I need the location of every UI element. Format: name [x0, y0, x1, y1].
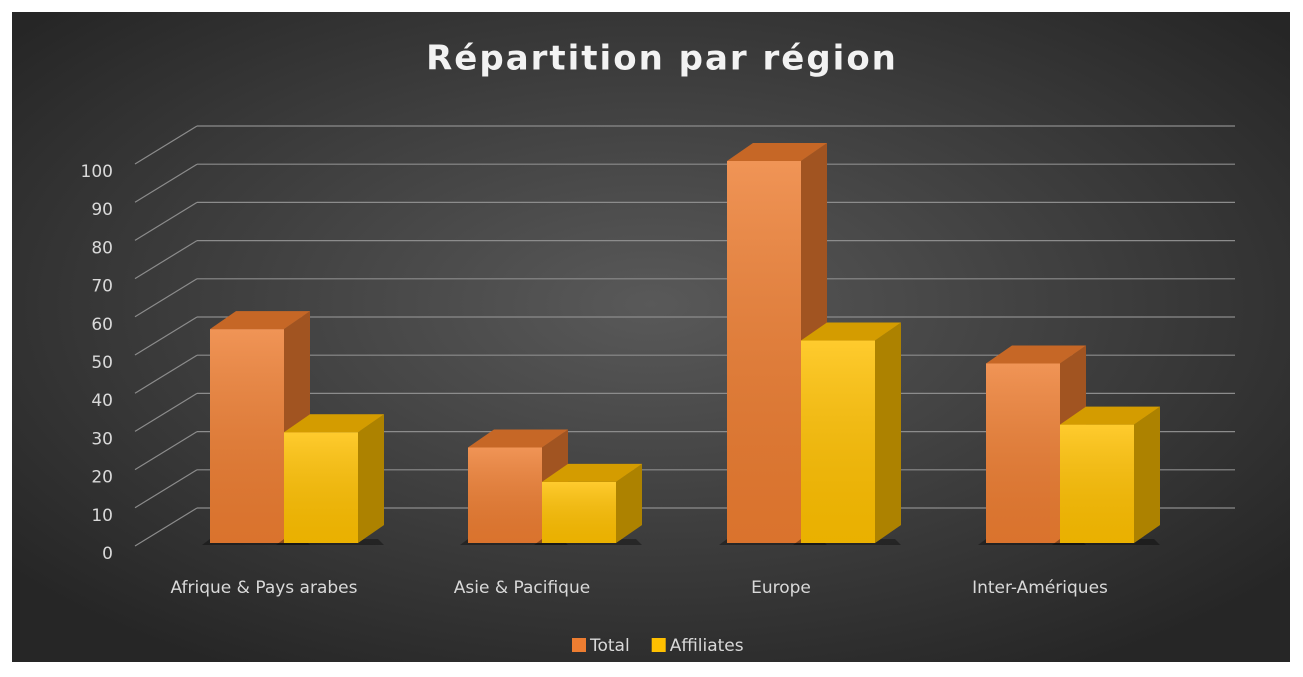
grid-line-floor — [134, 431, 198, 471]
bar-front-shade — [284, 432, 358, 543]
legend-swatch — [651, 638, 666, 652]
x-tick-label: Europe — [751, 578, 811, 598]
bar-side-shade — [1134, 406, 1160, 543]
bar-side — [1134, 406, 1160, 543]
grid-line-floor — [134, 125, 198, 165]
chart-background — [12, 12, 1290, 662]
bar-top-shade — [542, 463, 642, 482]
y-tick-label: 20 — [91, 468, 113, 488]
grid-line-floor — [134, 201, 198, 241]
bar-top-shade — [284, 414, 384, 433]
y-tick-label: 50 — [91, 353, 113, 373]
bar-top — [210, 311, 310, 330]
y-tick-label: 0 — [102, 544, 113, 564]
bar-side-shade — [616, 463, 642, 543]
grid-line-floor — [134, 469, 198, 509]
y-tick-label: 70 — [91, 277, 113, 297]
bar-front-shade — [1060, 424, 1134, 543]
bar-front-shade — [542, 481, 616, 543]
grid-line-floor — [134, 240, 198, 280]
bar-top-shade — [468, 429, 568, 448]
bar-top — [1060, 406, 1160, 425]
bar-front-shade — [727, 161, 801, 543]
bar-top-shade — [210, 311, 310, 330]
legend-label: Total — [589, 636, 630, 656]
bar-top — [801, 322, 901, 341]
bar-top-shade — [1060, 406, 1160, 425]
x-tick-label: Afrique & Pays arabes — [171, 578, 358, 598]
bar-top-shade — [986, 345, 1086, 364]
bar-front-shade — [210, 329, 284, 543]
bar-front-shade — [801, 340, 875, 543]
bar-top — [727, 143, 827, 161]
bar-side — [358, 414, 384, 543]
bar-top — [284, 414, 384, 433]
y-tick-label: 100 — [81, 162, 113, 182]
bar-top — [986, 345, 1086, 364]
bar-top-shade — [727, 143, 827, 161]
legend-label: Affiliates — [670, 636, 744, 656]
bar-top — [542, 463, 642, 482]
bar-side — [875, 322, 901, 543]
grid-line-floor — [134, 163, 198, 203]
y-tick-label: 60 — [91, 315, 113, 335]
y-tick-label: 80 — [91, 238, 113, 258]
grid-line-floor — [134, 507, 198, 547]
bar-top — [468, 429, 568, 448]
y-tick-label: 10 — [91, 506, 113, 526]
x-tick-label: Asie & Pacifique — [454, 578, 590, 598]
grid-line-floor — [134, 316, 198, 356]
bar-side — [616, 463, 642, 543]
y-tick-label: 40 — [91, 391, 113, 411]
bar-front-shade — [986, 363, 1060, 543]
x-tick-label: Inter-Amériques — [972, 578, 1108, 598]
bar-side-shade — [875, 322, 901, 543]
bar-side-shade — [358, 414, 384, 543]
grid-line-floor — [134, 278, 198, 318]
y-tick-label: 30 — [91, 429, 113, 449]
bar-front-shade — [468, 447, 542, 543]
legend-swatch — [572, 638, 586, 652]
grid-line-floor — [134, 392, 198, 432]
chart-title: Répartition par région — [426, 39, 898, 79]
y-tick-label: 90 — [91, 200, 113, 220]
grid-line-floor — [134, 354, 198, 394]
bar-top-shade — [801, 322, 901, 341]
